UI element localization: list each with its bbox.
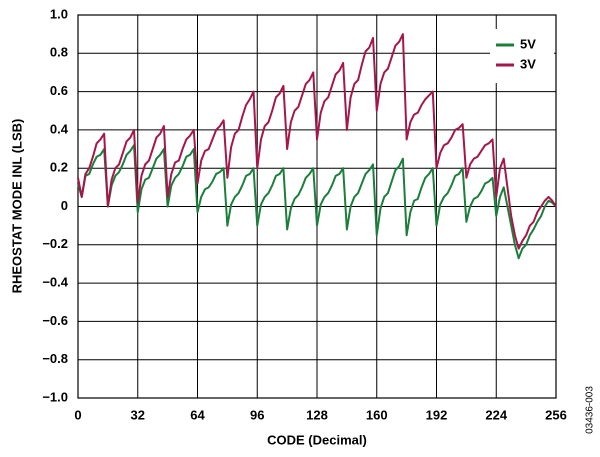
figure-code: 03436-003 (585, 386, 596, 434)
x-tick-label: 64 (190, 407, 205, 422)
x-tick-label: 256 (545, 407, 567, 422)
y-tick-label: 0.6 (50, 83, 68, 98)
y-axis-label: RHEOSTAT MODE INL (LSB) (9, 119, 24, 294)
series-line (77, 144, 557, 260)
x-tick-label: 0 (74, 407, 81, 422)
x-tick-label: 192 (426, 407, 448, 422)
y-tick-label: 1.0 (50, 6, 68, 21)
x-tick-label: 96 (250, 407, 264, 422)
x-tick-label: 160 (366, 407, 388, 422)
x-tick-label: 128 (306, 407, 328, 422)
legend-label: 5V (520, 36, 536, 51)
legend-label: 3V (520, 56, 536, 71)
y-tick-label: −0.8 (42, 351, 68, 366)
legend-box (490, 29, 554, 83)
y-tick-label: 0.8 (50, 45, 68, 60)
y-tick-label: 0 (61, 198, 68, 213)
y-tick-label: −0.6 (42, 313, 68, 328)
y-tick-label: −0.2 (42, 236, 68, 251)
x-tick-label: 224 (485, 407, 507, 422)
y-tick-label: 0.2 (50, 160, 68, 175)
y-tick-label: −0.4 (42, 275, 68, 290)
x-axis-label: CODE (Decimal) (267, 432, 367, 447)
y-tick-label: −1.0 (42, 389, 68, 404)
x-tick-label: 32 (131, 407, 145, 422)
y-tick-label: 0.4 (50, 121, 69, 136)
series-line (77, 33, 557, 250)
